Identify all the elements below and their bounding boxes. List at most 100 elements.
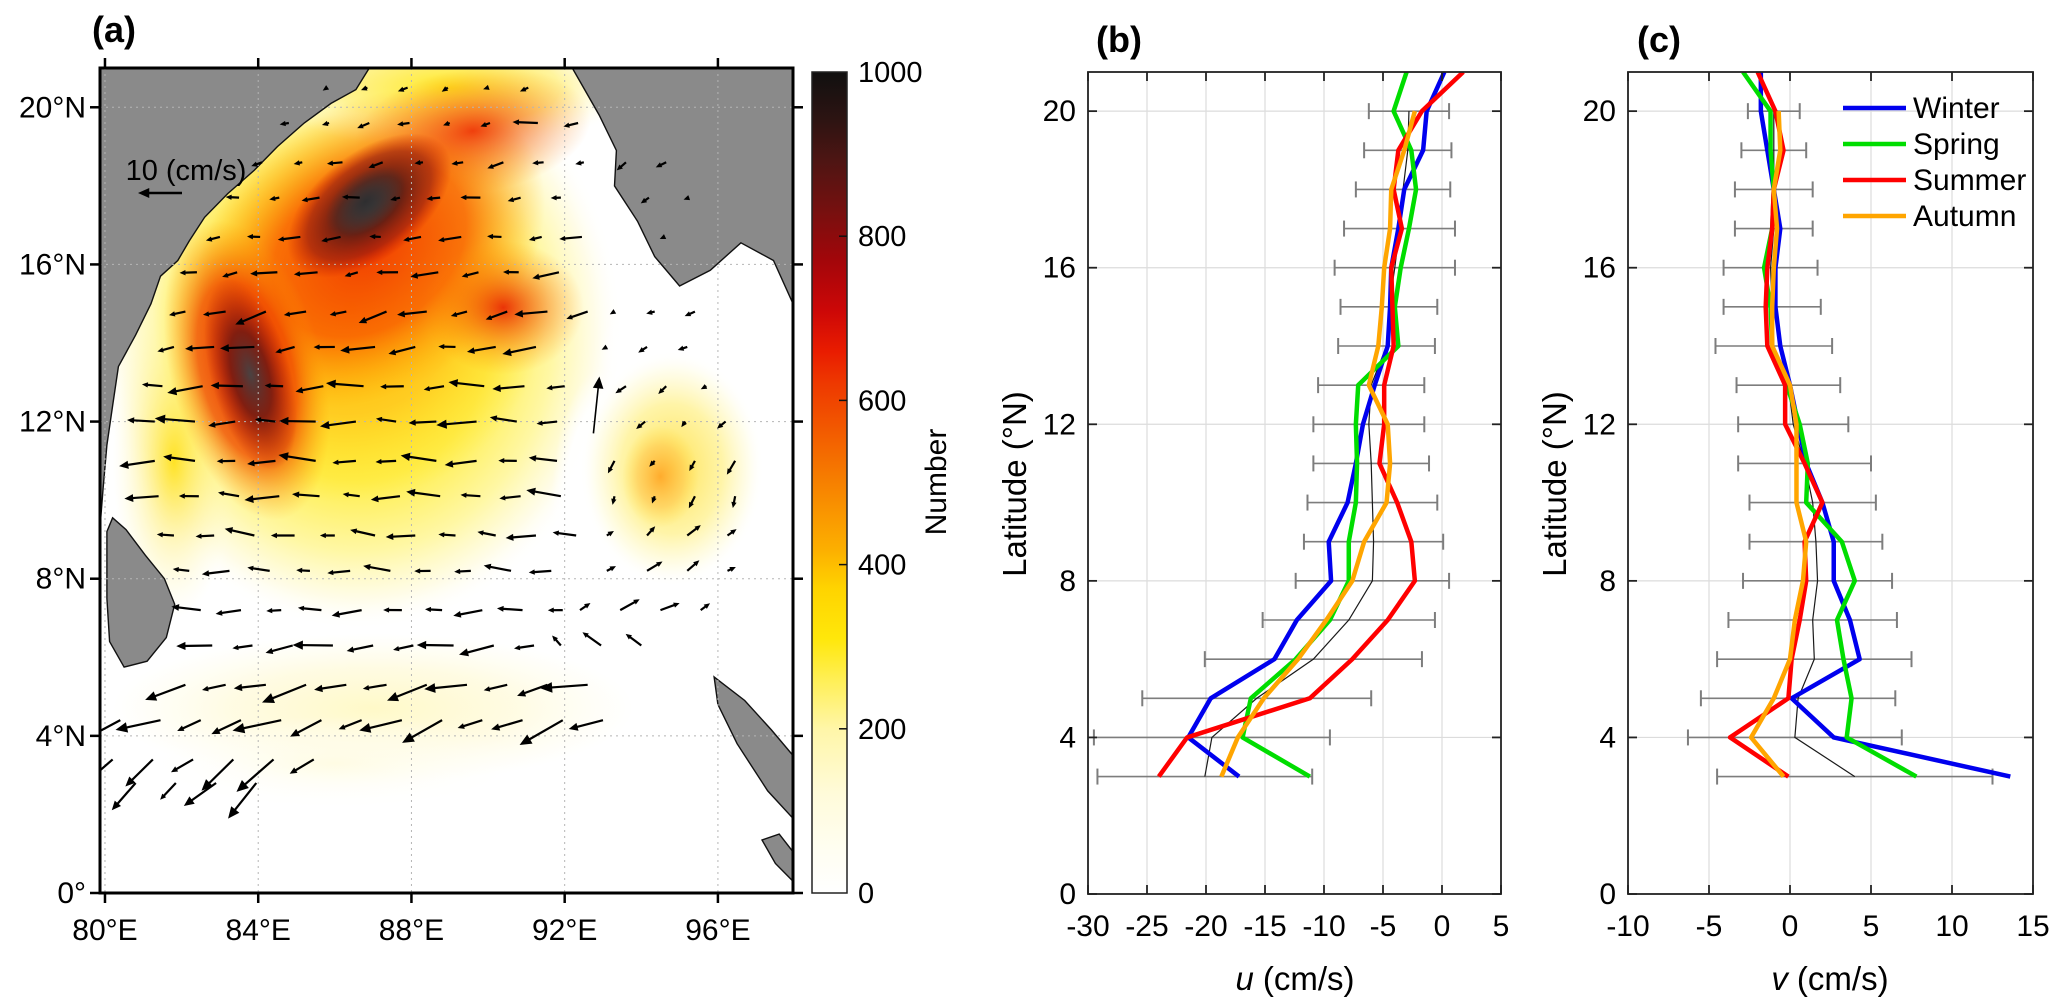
arrow-head (526, 487, 536, 496)
arrow-shaft (172, 385, 203, 394)
arrow-shaft (379, 417, 397, 423)
arrow-head (172, 566, 179, 573)
arrow-head (218, 490, 225, 497)
arrow-shaft (531, 569, 552, 574)
arrow-head (250, 270, 258, 277)
current-arrow (275, 345, 295, 354)
map-lon-label: 96°E (685, 914, 750, 947)
current-arrow (195, 533, 215, 539)
current-arrow (202, 683, 226, 692)
map-lon-label: 80°E (72, 914, 137, 947)
arrow-head (402, 732, 415, 743)
current-arrow (408, 419, 437, 426)
arrow-head (171, 604, 180, 611)
arrow-head (659, 234, 667, 240)
arrow-head (380, 383, 387, 390)
arrow-head (319, 532, 326, 539)
current-arrow (342, 492, 360, 498)
x-tick-label: -5 (1370, 910, 1397, 943)
arrow-shaft (187, 782, 217, 804)
arrow-head (145, 691, 158, 701)
arrow-shaft (366, 565, 391, 572)
arrow-shaft (470, 345, 496, 353)
arrow-shaft (121, 719, 161, 730)
current-arrow (487, 233, 502, 240)
current-arrow (532, 271, 560, 280)
arrow-shaft (457, 609, 483, 617)
arrow-head (233, 683, 243, 692)
arrow-head (220, 344, 229, 352)
density-heat-blob (143, 716, 527, 811)
current-arrow (235, 310, 267, 325)
arrow-head (262, 693, 275, 703)
current-arrow (619, 599, 640, 612)
arrow-head (202, 685, 209, 692)
arrow-head (388, 349, 397, 356)
arrow-shaft (539, 420, 558, 425)
arrow-head (640, 197, 648, 204)
current-arrow (215, 609, 242, 616)
chart-border (1627, 71, 2034, 895)
arrow-head (483, 84, 490, 90)
plot-background (1628, 72, 2033, 894)
y-tick-label: 16 (1583, 252, 1616, 285)
arrow-shaft (173, 758, 194, 772)
x-tick-label: -5 (1696, 910, 1723, 943)
current-arrow (211, 719, 242, 735)
arrow-shaft (167, 456, 196, 462)
arrow-head (552, 530, 560, 536)
y-tick-label: 8 (1059, 565, 1076, 598)
current-arrow (423, 385, 445, 392)
current-arrow (185, 345, 215, 352)
current-arrow (327, 569, 351, 576)
chart-border (1087, 71, 1502, 895)
current-arrow (424, 683, 468, 693)
arrow-head (633, 599, 640, 605)
arrow-head (414, 568, 421, 574)
current-arrow (400, 452, 437, 462)
current-arrow (156, 532, 175, 538)
arrow-head (266, 608, 273, 614)
x-tick-label: -20 (1184, 910, 1227, 943)
arrow-head (414, 160, 421, 166)
arrow-head (517, 689, 527, 697)
arrow-head (370, 495, 379, 503)
arrow-head (341, 194, 348, 200)
current-arrow (169, 310, 186, 317)
arrow-head (178, 493, 185, 499)
arrow-head (232, 722, 246, 734)
current-arrow (370, 495, 401, 503)
current-arrow (636, 420, 646, 430)
current-arrow (640, 196, 650, 204)
current-arrow (266, 608, 282, 614)
long-single-arrow (592, 376, 604, 434)
arrow-head (450, 311, 458, 317)
arrow-head (375, 416, 383, 423)
current-arrow (145, 683, 186, 701)
legend-label: Autumn (1913, 200, 2016, 233)
arrow-shaft (496, 385, 525, 390)
u-axis-title: u (cm/s) (1236, 960, 1355, 997)
arrow-shaft (341, 719, 363, 729)
current-arrow (540, 682, 588, 693)
current-arrow (658, 385, 667, 395)
arrow-head (138, 187, 150, 199)
current-arrow (220, 344, 255, 352)
arrow-head (160, 793, 167, 800)
current-arrow (659, 234, 667, 240)
arrow-shaft (114, 782, 137, 808)
arrow-head (358, 316, 368, 324)
arrow-shaft (100, 719, 121, 733)
arrow-shaft (299, 385, 324, 392)
arrow-head (224, 527, 234, 534)
arrow-head (124, 494, 134, 502)
current-arrow (683, 195, 691, 201)
current-arrow (512, 119, 538, 126)
current-arrow (325, 379, 364, 389)
arrow-head (528, 455, 537, 462)
arrow-shaft (410, 491, 441, 498)
arrow-shaft (518, 310, 548, 316)
arrow-shaft (453, 381, 485, 388)
arrow-head (177, 725, 185, 731)
arrow-shaft (175, 605, 201, 612)
